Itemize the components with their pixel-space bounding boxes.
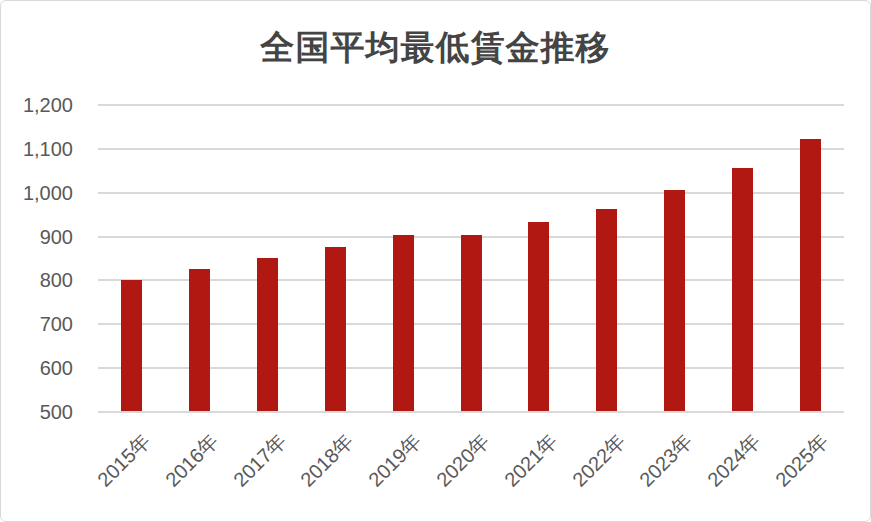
gridline	[98, 411, 844, 413]
y-tick-label: 700	[11, 313, 73, 335]
bar-2015年	[121, 280, 142, 411]
gridline	[98, 104, 844, 106]
bar-2024年	[732, 168, 753, 411]
bar-2020年	[461, 235, 482, 411]
bar-2017年	[257, 258, 278, 411]
bar-chart: 全国平均最低賃金推移 500 600 700 800 900 1,000 1,100 1,20…	[0, 0, 871, 522]
y-tick-label: 600	[11, 357, 73, 379]
bar-2022年	[596, 209, 617, 411]
y-tick-label: 1,100	[11, 138, 73, 160]
y-tick-label: 900	[11, 226, 73, 248]
plot-area	[98, 105, 844, 412]
bar-2021年	[528, 222, 549, 411]
y-tick-label: 500	[11, 401, 73, 423]
chart-title: 全国平均最低賃金推移	[1, 25, 870, 71]
bar-2025年	[800, 139, 821, 411]
bar-2023年	[664, 190, 685, 411]
y-tick-label: 1,200	[11, 94, 73, 116]
gridline	[98, 148, 844, 150]
y-tick-label: 1,000	[11, 182, 73, 204]
bar-2019年	[393, 235, 414, 411]
y-tick-label: 800	[11, 269, 73, 291]
bar-2018年	[325, 247, 346, 411]
bar-2016年	[189, 269, 210, 411]
